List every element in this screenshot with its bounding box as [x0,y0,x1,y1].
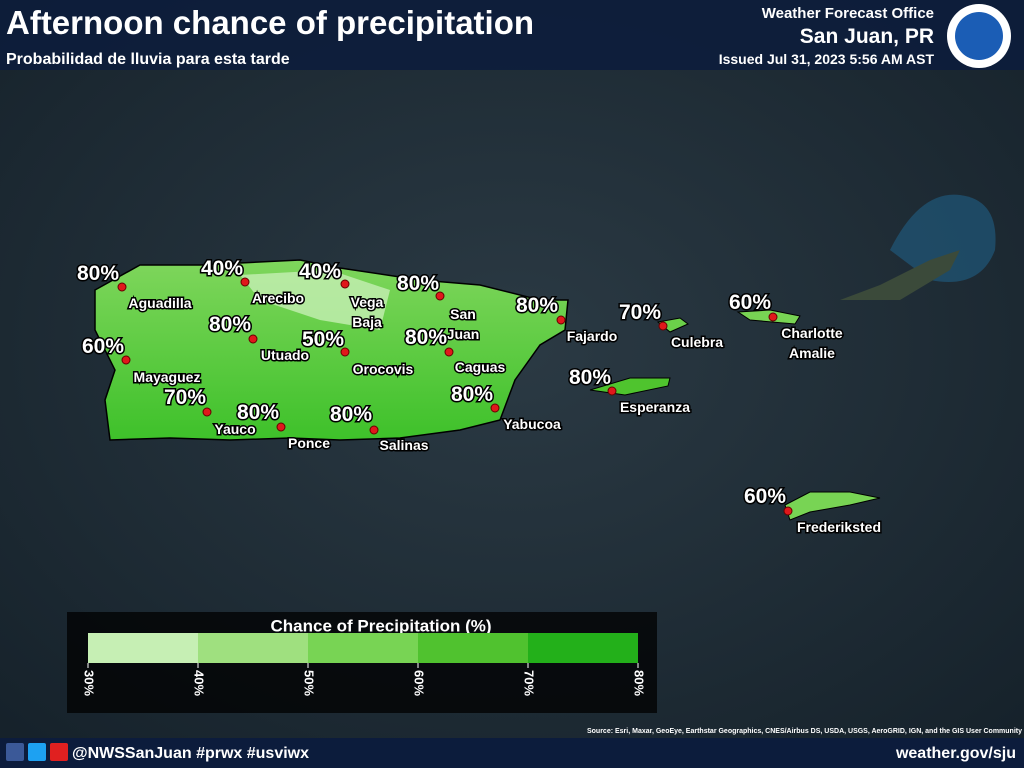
site-dot [248,334,258,344]
site-dot [768,312,778,322]
site-name: Arecibo [252,290,304,306]
site-dot [369,425,379,435]
site-dot [340,279,350,289]
legend-tick-label: 30% [82,670,97,696]
low-chance-area [240,270,390,330]
chance-label: 40% [201,257,243,280]
chance-label: 70% [619,301,661,324]
site-dot [276,422,286,432]
chance-label: 60% [82,335,124,358]
site-dot [444,347,454,357]
site-name: Culebra [671,334,723,350]
chance-label: 60% [729,291,771,314]
chance-label: 80% [397,272,439,295]
site-dot [435,291,445,301]
chance-label: 80% [405,326,447,349]
site-dot [202,407,212,417]
site-name: Mayaguez [134,369,201,385]
source: Source: Esri, Maxar, GeoEye, Earthstar G… [587,728,1022,735]
site-name: Vega [351,294,384,310]
legend-swatch [308,633,418,663]
chance-label: 80% [451,383,493,406]
footer-bar [0,738,1024,768]
legend-tick-label: 80% [632,670,647,696]
site-name: Yauco [214,421,255,437]
chance-label: 60% [744,485,786,508]
site-name: Amalie [789,345,835,361]
site-name: San [450,306,476,322]
site-name: Esperanza [620,399,690,415]
office: Weather Forecast Office [762,5,934,22]
facebook-icon[interactable] [6,743,24,761]
shelf [890,194,996,282]
twitter-icon[interactable] [28,743,46,761]
site-dot [121,355,131,365]
chance-label: 80% [209,313,251,336]
legend-swatch [418,633,528,663]
social: @NWSSanJuan #prwx #usviwx [72,745,309,762]
legend-tick-label: 50% [302,670,317,696]
issued: Issued Jul 31, 2023 5:56 AM AST [719,51,935,67]
legend-tick-label: 40% [192,670,207,696]
site-dot [658,321,668,331]
legend-swatch [528,633,638,663]
chance-label: 80% [569,366,611,389]
legend-swatch [88,633,198,663]
site-dot [117,282,127,292]
site-dot [340,347,350,357]
legend-tick-label: 70% [522,670,537,696]
legend-tick-label: 60% [412,670,427,696]
subtitle: Probabilidad de lluvia para esta tarde [6,51,290,68]
site-name: Fajardo [567,328,618,344]
site-name: Aguadilla [128,295,191,311]
nws-logo-inner [955,12,1003,60]
puerto-rico [94,259,569,441]
title: Afternoon chance of precipitation [6,4,534,41]
bvi [840,250,960,300]
site-name: Charlotte [781,325,843,341]
site-name: Baja [352,314,382,330]
chance-label: 70% [164,386,206,409]
site-dot [490,403,500,413]
chance-label: 80% [516,294,558,317]
site-name: Caguas [455,359,506,375]
header-bar [0,0,1024,70]
site-name: Juan [447,326,480,342]
chance-label: 80% [77,262,119,285]
site-dot [783,506,793,516]
site-dot [556,315,566,325]
chance-label: 80% [330,403,372,426]
chance-label: 50% [302,328,344,351]
st-croix [784,491,881,521]
url[interactable]: weather.gov/sju [895,745,1016,762]
youtube-icon[interactable] [50,743,68,761]
site-name: Orocovis [353,361,414,377]
legend-title: Chance of Precipitation (%) [270,616,491,635]
chance-label: 40% [299,260,341,283]
legend-swatch [198,633,308,663]
site-name: Frederiksted [797,519,881,535]
chance-label: 80% [237,401,279,424]
site-name: Salinas [379,437,428,453]
site-name: Ponce [288,435,330,451]
location: San Juan, PR [800,25,934,48]
site-name: Utuado [261,347,309,363]
site-name: Yabucoa [503,416,561,432]
site-dot [607,386,617,396]
site-dot [240,277,250,287]
